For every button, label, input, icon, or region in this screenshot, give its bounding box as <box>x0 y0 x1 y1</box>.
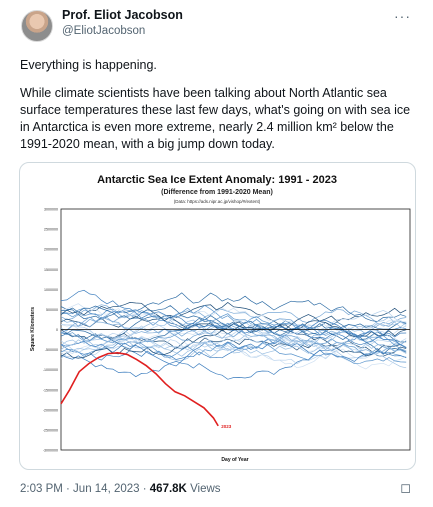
author-handle[interactable]: @EliotJacobson <box>62 25 146 37</box>
chart-subtitle: (Difference from 1991-2020 Mean) <box>161 189 273 196</box>
year-series-line <box>60 316 407 354</box>
year-series-line <box>60 341 407 365</box>
y-tick-labels: 3000000 2500000 2000000 1500000 1000000 50000… <box>43 208 58 453</box>
year-series-line <box>60 292 407 322</box>
more-options-icon[interactable]: ··· <box>394 8 411 24</box>
year-series-line <box>60 314 407 359</box>
y-tick-label: -1500000 <box>43 388 58 392</box>
y-tick-label: 2500000 <box>44 228 58 232</box>
y-axis-label: Square Kilometers <box>30 307 36 351</box>
y-tick-label: -1000000 <box>43 368 58 372</box>
series-2023-label: 2023 <box>221 424 232 429</box>
y-tick-label: 0 <box>56 328 58 332</box>
tweet-text-line1: Everything is happening. <box>20 58 157 72</box>
year-series-line <box>60 289 407 349</box>
views-label: Views <box>186 483 221 495</box>
y-tick-label: -3000000 <box>43 449 58 453</box>
tweet-meta: 2:03 PM · Jun 14, 2023 · 467.8K Views <box>20 483 221 495</box>
year-series-line <box>60 327 407 380</box>
y-tick-label: 3000000 <box>44 208 58 212</box>
series-2023-line <box>60 351 219 427</box>
year-series-line <box>60 330 407 370</box>
tweet-text-paragraph2: While climate scientists have been talki… <box>20 86 411 151</box>
tweet-time[interactable]: 2:03 PM · Jun 14, 2023 · <box>20 483 150 495</box>
year-series-line <box>60 303 407 332</box>
year-series-line <box>60 313 407 353</box>
bookmark-icon[interactable]: ◻ <box>400 480 411 495</box>
y-tick-label: 500000 <box>46 308 58 312</box>
year-series-line <box>60 317 407 355</box>
y-tick-label: 1500000 <box>44 268 58 272</box>
chart-source: (Data: https://ads.nipr.ac.jp/vishop/#/e… <box>174 199 261 204</box>
year-series-line <box>60 305 407 337</box>
views-count: 467.8K <box>149 483 187 495</box>
y-tick-label: 2000000 <box>44 248 58 252</box>
year-series-line <box>60 324 407 353</box>
author-name[interactable]: Prof. Eliot Jacobson <box>62 8 183 22</box>
chart-svg: Antarctic Sea Ice Extent Anomaly: 1991 -… <box>30 174 411 463</box>
y-tick-label: 1000000 <box>44 288 58 292</box>
x-axis-label: Day of Year <box>221 457 248 463</box>
other-year-lines <box>60 289 407 380</box>
author-avatar[interactable] <box>21 10 53 42</box>
year-series-line <box>60 304 407 327</box>
year-series-line <box>60 330 407 361</box>
year-series-line <box>60 338 407 367</box>
y-tick-label: -500000 <box>45 348 58 352</box>
y-tick-label: -2000000 <box>43 408 58 412</box>
year-series-line <box>60 329 407 357</box>
year-series-line <box>60 302 407 357</box>
y-tick-label: -2500000 <box>43 428 58 432</box>
chart-title: Antarctic Sea Ice Extent Anomaly: 1991 -… <box>97 174 337 186</box>
year-series-line <box>60 331 407 369</box>
chart-card[interactable]: Antarctic Sea Ice Extent Anomaly: 1991 -… <box>19 162 416 470</box>
